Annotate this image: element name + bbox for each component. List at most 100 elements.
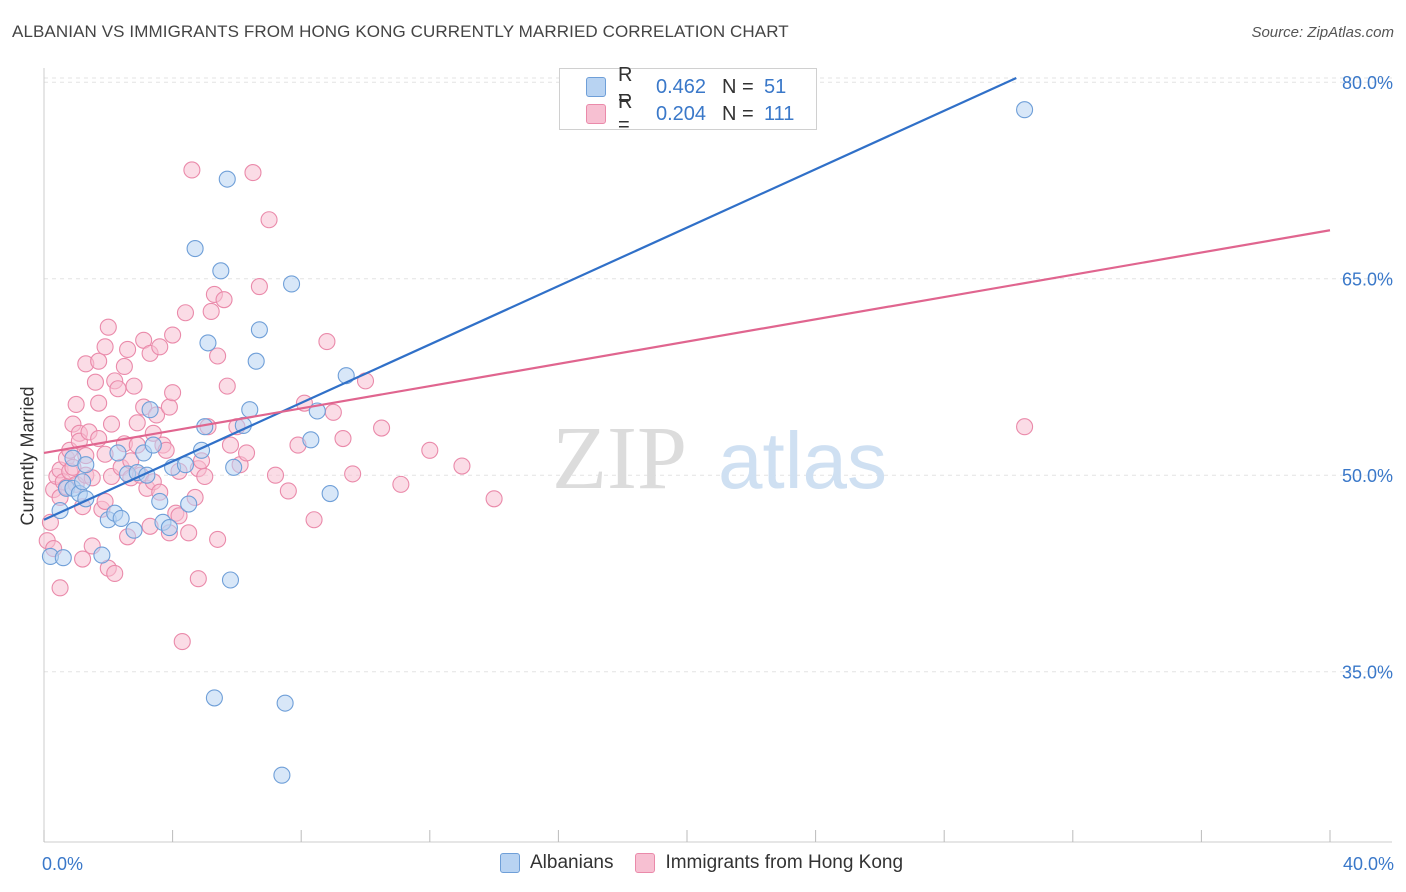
hongkong-point: [128, 414, 146, 432]
y-tick-label: 35.0%: [1342, 663, 1393, 683]
albanians-point: [141, 401, 159, 419]
albanians-point: [199, 334, 217, 352]
albanians-point: [205, 689, 223, 707]
albanians-point: [77, 456, 95, 474]
hongkong-point: [485, 490, 503, 508]
albanians-point: [144, 436, 162, 454]
albanians-point: [109, 444, 127, 462]
r-label: R =: [618, 91, 633, 136]
albanians-point: [93, 546, 111, 564]
hongkong-point: [189, 570, 207, 588]
legend-label: Immigrants from Hong Kong: [665, 852, 904, 873]
albanians-point: [1016, 101, 1034, 119]
r-label: R =: [618, 64, 633, 109]
x-tick-label: 0.0%: [42, 854, 83, 874]
n-label: N =: [722, 102, 754, 125]
hongkong-point: [250, 278, 268, 296]
grid-lines: [44, 77, 1392, 673]
hongkong-point: [164, 326, 182, 344]
source-label: Source: ZipAtlas.com: [1251, 24, 1394, 41]
watermark-zip: ZIP: [552, 409, 687, 508]
hongkong-point: [183, 161, 201, 179]
hongkong-point: [90, 352, 108, 370]
legend-row-hongkong: R = 0.204 N = 111: [586, 91, 795, 136]
hongkong-point: [453, 457, 471, 475]
hongkong-point: [151, 338, 169, 356]
legend-item-hongkong[interactable]: Immigrants from Hong Kong: [635, 852, 903, 874]
albanians-trend-line: [43, 76, 1017, 521]
albanians-point: [302, 431, 320, 449]
albanians-point: [273, 766, 291, 784]
hongkong-point: [209, 530, 227, 548]
hongkong-point: [260, 211, 278, 229]
hongkong-point: [173, 633, 191, 651]
axes: [43, 68, 1392, 843]
albanians-swatch-icon: [500, 853, 520, 873]
hongkong-point: [115, 357, 133, 376]
hongkong-point: [99, 318, 117, 336]
n-value: 111: [764, 102, 795, 125]
series-hongkong-points: [38, 161, 1034, 651]
hongkong-point: [279, 482, 297, 500]
watermark: ZIP atlas: [552, 409, 887, 508]
albanians-point: [276, 694, 294, 712]
hongkong-point: [324, 403, 342, 421]
albanians-point: [250, 321, 268, 339]
hongkong-point: [160, 398, 178, 416]
albanians-point: [112, 509, 130, 527]
r-value: 0.204: [656, 102, 707, 125]
y-tick-label: 50.0%: [1342, 466, 1393, 486]
hongkong-point: [74, 550, 92, 568]
albanians-point: [151, 492, 169, 510]
hongkong-point: [51, 579, 69, 597]
correlation-legend: R = 0.462 N = 51 R = 0.204 N = 111: [559, 64, 817, 136]
x-tick-label: 40.0%: [1343, 854, 1394, 874]
hongkong-swatch-icon: [635, 853, 656, 873]
hongkong-point: [90, 394, 108, 412]
hongkong-point: [96, 492, 114, 510]
albanians-swatch-icon: [586, 77, 606, 97]
watermark-atlas: atlas: [718, 416, 887, 505]
hongkong-point: [180, 524, 198, 542]
hongkong-point: [106, 564, 124, 583]
hongkong-point: [67, 395, 85, 414]
hongkong-point: [196, 467, 214, 486]
n-label: N =: [722, 75, 754, 98]
hongkong-point: [215, 291, 233, 309]
hongkong-point: [373, 419, 391, 437]
hongkong-swatch-icon: [586, 104, 606, 124]
hongkong-point: [305, 511, 323, 529]
hongkong-point: [164, 384, 182, 402]
y-axis-title: Currently Married: [17, 386, 38, 526]
albanians-point: [218, 170, 236, 188]
hongkong-point: [96, 338, 114, 356]
hongkong-point: [119, 340, 137, 358]
hongkong-point: [109, 380, 127, 398]
trend-lines: [43, 76, 1331, 521]
albanians-point: [247, 352, 265, 370]
legend-row-albanians: R = 0.462 N = 51: [586, 64, 786, 109]
hongkong-point: [170, 507, 188, 525]
hongkong-point: [318, 333, 336, 351]
albanians-point: [186, 240, 204, 258]
hongkong-point: [237, 444, 256, 462]
hongkong-point: [102, 415, 121, 433]
legend-item-albanians[interactable]: Albanians: [500, 852, 613, 874]
albanians-point: [54, 549, 72, 567]
albanians-point: [74, 473, 92, 491]
hongkong-point: [221, 436, 240, 454]
albanians-point: [221, 571, 240, 589]
albanians-point: [160, 519, 178, 537]
hongkong-point: [266, 466, 285, 484]
albanians-point: [180, 495, 198, 513]
tick-labels: 80.0% 65.0% 50.0% 35.0% 0.0% 40.0%: [42, 73, 1394, 874]
chart-title: ALBANIAN VS IMMIGRANTS FROM HONG KONG CU…: [12, 22, 789, 41]
albanians-point: [283, 275, 301, 293]
legend-label: Albanians: [530, 852, 614, 873]
hongkong-point: [421, 441, 439, 459]
hongkong-trend-line: [43, 229, 1331, 455]
albanians-point: [212, 262, 230, 280]
hongkong-point: [209, 347, 227, 365]
hongkong-point: [86, 373, 104, 391]
